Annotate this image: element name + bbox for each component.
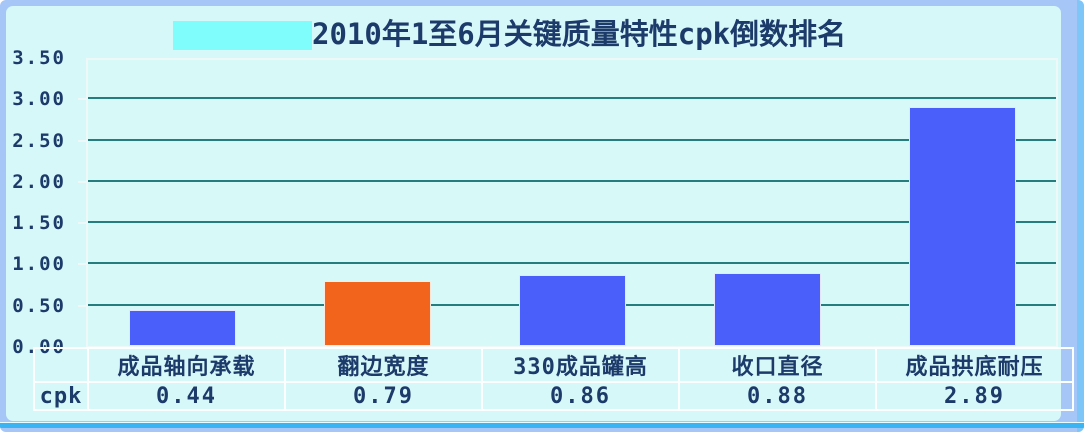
window-bottom-edge xyxy=(0,422,1084,428)
y-tick-label: 1.50 xyxy=(12,212,66,235)
y-axis-tick xyxy=(78,304,86,307)
y-axis-tick xyxy=(78,180,86,183)
category-cell: 翻边宽度 xyxy=(284,347,483,383)
category-cell: 收口直径 xyxy=(678,347,877,383)
chart-title: 2010年1至6月关键质量特性cpk倒数排名 xyxy=(312,17,847,51)
value-cell: 0.86 xyxy=(481,381,680,411)
cpk-row-label: cpk xyxy=(33,381,89,411)
value-cell: 0.88 xyxy=(678,381,877,411)
gridline xyxy=(88,97,1056,100)
category-cell: 成品拱底耐压 xyxy=(875,347,1074,383)
data-table: 成品轴向承载 翻边宽度 330成品罐高 收口直径 成品拱底耐压 cpk 0.44 0.79 0.… xyxy=(33,347,1074,411)
category-cell: 成品轴向承载 xyxy=(87,347,286,383)
y-axis-tick xyxy=(78,222,86,225)
bar-翻边宽度 xyxy=(324,280,431,346)
category-cell: 330成品罐高 xyxy=(481,347,680,383)
gridline xyxy=(88,138,1056,141)
gridline xyxy=(88,262,1056,265)
bar-收口直径 xyxy=(714,273,821,346)
bar-成品轴向承载 xyxy=(129,309,236,346)
bar-成品拱底耐压 xyxy=(909,107,1016,346)
y-tick-label: 3.50 xyxy=(12,47,66,69)
y-axis-tick xyxy=(78,263,86,266)
y-tick-label: 2.50 xyxy=(12,129,66,152)
window-right-edge xyxy=(1077,0,1084,432)
gridline xyxy=(88,179,1056,182)
y-tick-label: 3.00 xyxy=(12,88,66,111)
value-cell: 0.79 xyxy=(284,381,483,411)
y-axis-tick xyxy=(78,98,86,101)
title-highlight-rect xyxy=(173,21,312,50)
table-spacer-cell xyxy=(33,347,89,383)
bar-330成品罐高 xyxy=(519,275,626,346)
y-tick-label: 1.00 xyxy=(12,253,66,276)
y-axis: 0.00 0.50 1.00 1.50 2.00 2.50 3.00 3.50 xyxy=(0,0,86,432)
y-tick-label: 0.50 xyxy=(12,294,66,317)
gridline xyxy=(88,221,1056,224)
y-axis-tick xyxy=(78,139,86,142)
value-cell: 2.89 xyxy=(875,381,1074,411)
y-tick-label: 2.00 xyxy=(12,170,66,193)
plot-area xyxy=(86,58,1058,348)
value-cell: 0.44 xyxy=(87,381,286,411)
